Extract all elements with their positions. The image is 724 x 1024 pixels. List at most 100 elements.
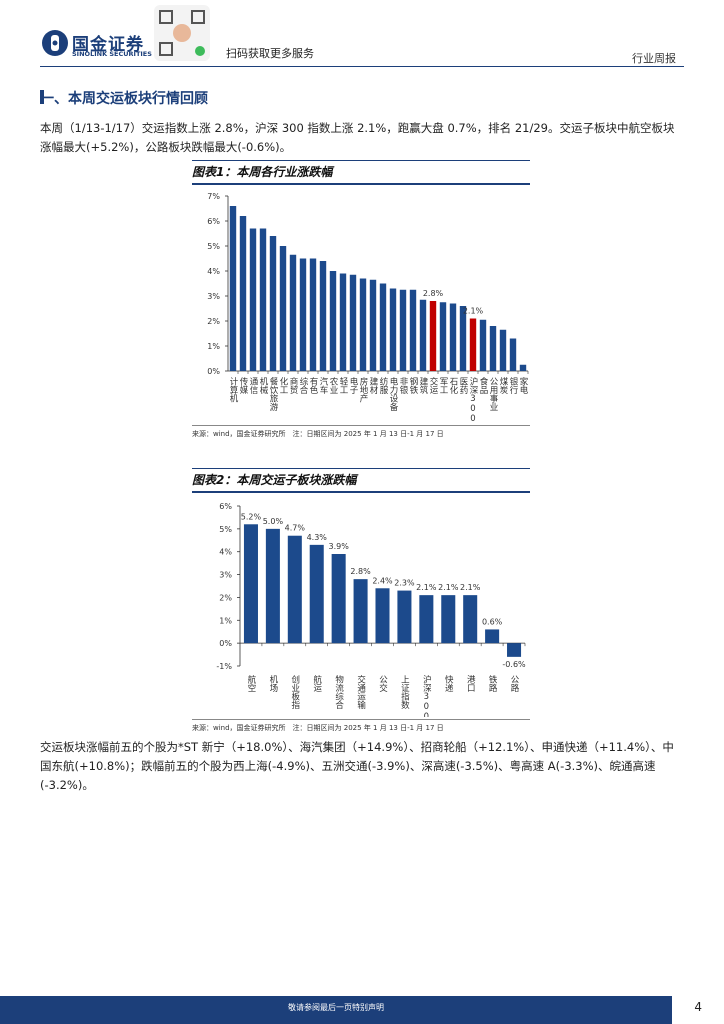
brand-english: SINOLINK SECURITIES: [72, 50, 152, 58]
x-tick-label: 电力设备: [388, 376, 398, 412]
bar: [499, 329, 507, 371]
y-tick-label: 2%: [219, 593, 232, 602]
x-tick-label: 农业: [328, 376, 338, 394]
bar: [349, 274, 357, 371]
x-tick-label: 沪深300: [421, 674, 431, 717]
y-tick-label: 4%: [219, 548, 232, 557]
x-tick-label: 轻工: [338, 376, 348, 394]
bar: [449, 303, 457, 371]
x-tick-label: 汽车: [318, 376, 328, 395]
x-tick-label: 非银: [398, 376, 408, 395]
bar: [389, 288, 397, 371]
bar: [419, 595, 434, 644]
report-type: 行业周报: [632, 52, 676, 65]
logo: [42, 30, 68, 56]
bar: [509, 338, 517, 371]
bar: [243, 524, 258, 644]
y-tick-label: 6%: [207, 217, 220, 226]
x-tick-label: 建材: [368, 376, 378, 394]
y-tick-label: 6%: [219, 502, 232, 511]
x-tick-label: 房地产: [358, 376, 368, 403]
bar: [289, 254, 297, 371]
bar: [259, 228, 267, 371]
qr-caption: 扫码获取更多服务: [226, 47, 314, 60]
bar: [419, 299, 427, 371]
bar: [519, 364, 527, 371]
x-tick-label: 交通运输: [356, 674, 366, 710]
x-tick-label: 物流综合: [334, 674, 344, 710]
bar: [507, 643, 522, 657]
data-label: 2.1%: [438, 583, 459, 592]
data-label: 3.9%: [328, 542, 349, 551]
chart-source: 来源：wind，国金证券研究所 注：日期区间为 2025 年 1 月 13 日-…: [192, 719, 530, 733]
bar: [397, 590, 412, 644]
x-tick-label: 计算机: [228, 376, 238, 403]
bar: [269, 236, 277, 371]
x-tick-label: 机械: [258, 376, 268, 395]
x-tick-label: 银行: [508, 376, 518, 395]
x-tick-label: 航运: [312, 674, 322, 693]
bar: [299, 258, 307, 371]
bar: [441, 595, 456, 644]
data-label: 5.2%: [241, 512, 262, 521]
bar: [329, 271, 337, 371]
x-tick-label: 通信: [248, 376, 258, 395]
data-label: 2.3%: [394, 579, 415, 588]
bar: [279, 246, 287, 371]
data-label: 2.8%: [350, 567, 371, 576]
x-tick-label: 快递: [443, 674, 453, 693]
chart: 0% 1% 2% 3% 4% 5% 6% 7% 计算机 传媒 通信 机械 餐饮旅游 化工 商贸 综合 有色 汽车农…: [207, 192, 529, 423]
x-tick-label: 纺服: [378, 376, 388, 395]
x-tick-label: 煤炭: [498, 376, 508, 395]
bar: [409, 289, 417, 371]
bar: [319, 261, 327, 371]
header-rule: [40, 66, 684, 67]
y-tick-label: 3%: [207, 292, 220, 301]
chart-caption: 图表2：本周交运子板块涨跌幅: [192, 468, 530, 493]
x-tick-label: 传媒: [238, 376, 248, 395]
x-tick-label: 公交: [378, 675, 388, 693]
bar: [399, 289, 407, 371]
bar: [459, 306, 467, 371]
x-tick-label: 电子: [348, 376, 358, 394]
x-tick-label: 综合: [298, 376, 308, 395]
bar: [287, 535, 302, 644]
data-label: 2.4%: [372, 576, 393, 585]
bar: [309, 258, 317, 371]
x-tick-label: 军工: [438, 377, 448, 394]
paragraph: 本周（1/13-1/17）交运指数上涨 2.8%，沪深 300 指数上涨 2.1…: [40, 121, 675, 154]
x-tick-label: 商贸: [288, 376, 298, 395]
data-label: 4.3%: [307, 533, 328, 542]
bar: [265, 528, 280, 644]
section-title: 一、本周交运板块行情回顾: [40, 91, 208, 107]
x-tick-label: 医药: [458, 377, 468, 395]
x-tick-label: 餐饮旅游: [268, 377, 278, 412]
bar: [339, 273, 347, 371]
y-tick-label: 3%: [219, 571, 232, 580]
page-number: 4: [694, 1000, 702, 1014]
bar: [353, 579, 368, 644]
data-label: -0.6%: [502, 660, 526, 669]
data-label: 5.0%: [263, 517, 284, 526]
x-tick-label: 创业板指: [290, 674, 300, 710]
y-tick-label: 4%: [207, 267, 220, 276]
data-label: 4.7%: [285, 524, 306, 533]
x-tick-label: 公用事业: [488, 377, 498, 411]
bar: [229, 206, 237, 371]
bar: [439, 302, 447, 371]
data-label: 2.8%: [423, 289, 444, 298]
chart: -1% 0% 1% 2% 3% 4% 5% 6% 航空 5.2% 机场 5.0% 创业板指 4.7% 航运 4…: [216, 502, 526, 717]
y-tick-label: -1%: [216, 662, 232, 671]
qr-code: [154, 5, 210, 61]
y-tick-label: 0%: [207, 367, 220, 376]
x-tick-label: 铁路: [487, 674, 497, 693]
bar: [375, 588, 390, 644]
x-tick-label: 港口: [465, 674, 475, 692]
bar: [239, 216, 247, 371]
section-marker: [40, 90, 44, 104]
bar: [379, 283, 387, 371]
bar: [359, 278, 367, 371]
y-tick-label: 5%: [207, 242, 220, 251]
x-tick-label: 石化: [448, 377, 458, 395]
